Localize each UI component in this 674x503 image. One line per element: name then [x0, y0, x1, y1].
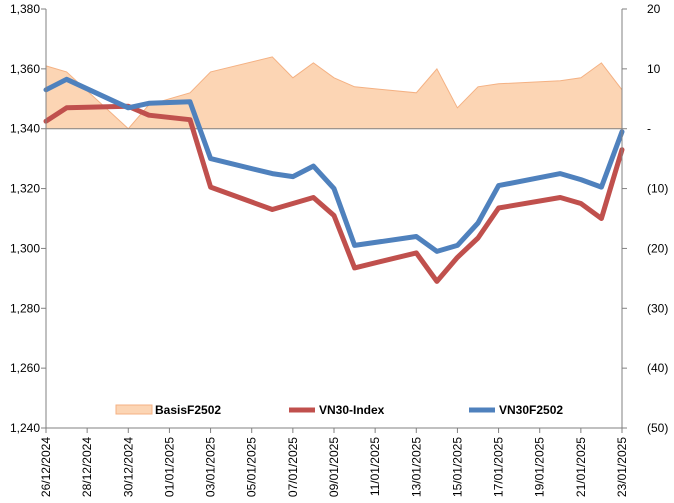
legend-label-vn30-index: VN30-Index [319, 403, 385, 417]
y-left-tick-label: 1,260 [10, 361, 40, 375]
legend-label-vn30f2502: VN30F2502 [499, 403, 563, 417]
x-tick-label: 03/01/2025 [204, 437, 218, 497]
series-line-vn30-index [43, 103, 625, 284]
x-tick-label: 17/01/2025 [492, 437, 506, 497]
x-tick-label: 15/01/2025 [450, 437, 464, 497]
legend-label-basisf2502: BasisF2502 [155, 403, 221, 417]
area-layer [45, 56, 623, 130]
x-tick-label: 19/01/2025 [533, 437, 547, 497]
y-right-tick-label: (30) [647, 301, 668, 315]
x-tick-label: 11/01/2025 [368, 437, 382, 496]
y-left-tick-label: 1,360 [10, 62, 40, 76]
series-line-vn30f2502 [43, 76, 625, 254]
x-tick-label: 26/12/2024 [39, 437, 53, 497]
y-left-tick-label: 1,240 [10, 421, 40, 435]
y-right-tick-label: (50) [647, 421, 668, 435]
x-tick-label: 01/01/2025 [162, 437, 176, 497]
y-right-tick-label: - [647, 122, 651, 136]
axis-layer: 1,240 1,260 1,280 1,300 1,320 1,340 1,360 1,380… [10, 2, 668, 497]
y-right-tick-label: (20) [647, 241, 668, 255]
x-tick-label: 09/01/2025 [327, 437, 341, 497]
series-area-basisf2502 [46, 56, 622, 129]
y-left-tick-label: 1,300 [10, 241, 40, 255]
line-layer [43, 76, 625, 284]
x-tick-label: 30/12/2024 [121, 437, 135, 497]
x-tick-label: 07/01/2025 [286, 437, 300, 497]
y-right-tick-label: 10 [647, 62, 661, 76]
y-right-tick-label: (40) [647, 361, 668, 375]
y-left-tick-label: 1,280 [10, 301, 40, 315]
y-left-tick-label: 1,340 [10, 122, 40, 136]
x-tick-label: 13/01/2025 [409, 437, 423, 497]
y-right-tick-label: 20 [647, 2, 661, 16]
y-left-tick-label: 1,380 [10, 2, 40, 16]
legend-swatch-basisf2502 [115, 404, 153, 415]
x-tick-label: 21/01/2025 [574, 437, 588, 497]
x-tick-label: 28/12/2024 [80, 437, 94, 497]
x-tick-label: 05/01/2025 [245, 437, 259, 497]
y-right-tick-label: (10) [647, 182, 668, 196]
x-tick-label: 23/01/2025 [615, 437, 629, 497]
y-left-tick-label: 1,320 [10, 182, 40, 196]
legend: BasisF2502 VN30-Index VN30F2502 [115, 403, 563, 417]
